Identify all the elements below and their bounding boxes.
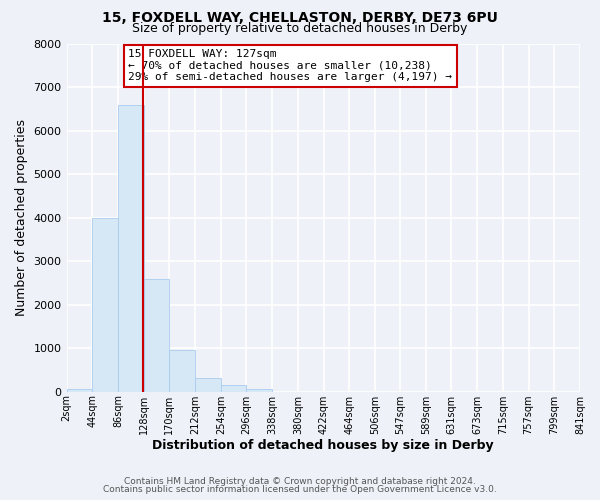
Text: Size of property relative to detached houses in Derby: Size of property relative to detached ho… — [133, 22, 467, 35]
Text: Contains HM Land Registry data © Crown copyright and database right 2024.: Contains HM Land Registry data © Crown c… — [124, 477, 476, 486]
Text: 15 FOXDELL WAY: 127sqm
← 70% of detached houses are smaller (10,238)
29% of semi: 15 FOXDELL WAY: 127sqm ← 70% of detached… — [128, 49, 452, 82]
Bar — [92, 218, 118, 392]
Text: 15, FOXDELL WAY, CHELLASTON, DERBY, DE73 6PU: 15, FOXDELL WAY, CHELLASTON, DERBY, DE73… — [102, 11, 498, 25]
Bar — [169, 350, 195, 392]
Bar — [143, 278, 169, 392]
X-axis label: Distribution of detached houses by size in Derby: Distribution of detached houses by size … — [152, 440, 494, 452]
Text: Contains public sector information licensed under the Open Government Licence v3: Contains public sector information licen… — [103, 485, 497, 494]
Bar — [221, 386, 247, 392]
Bar — [247, 388, 272, 392]
Bar — [67, 388, 92, 392]
Bar — [118, 105, 143, 392]
Y-axis label: Number of detached properties: Number of detached properties — [15, 120, 28, 316]
Bar — [195, 378, 221, 392]
